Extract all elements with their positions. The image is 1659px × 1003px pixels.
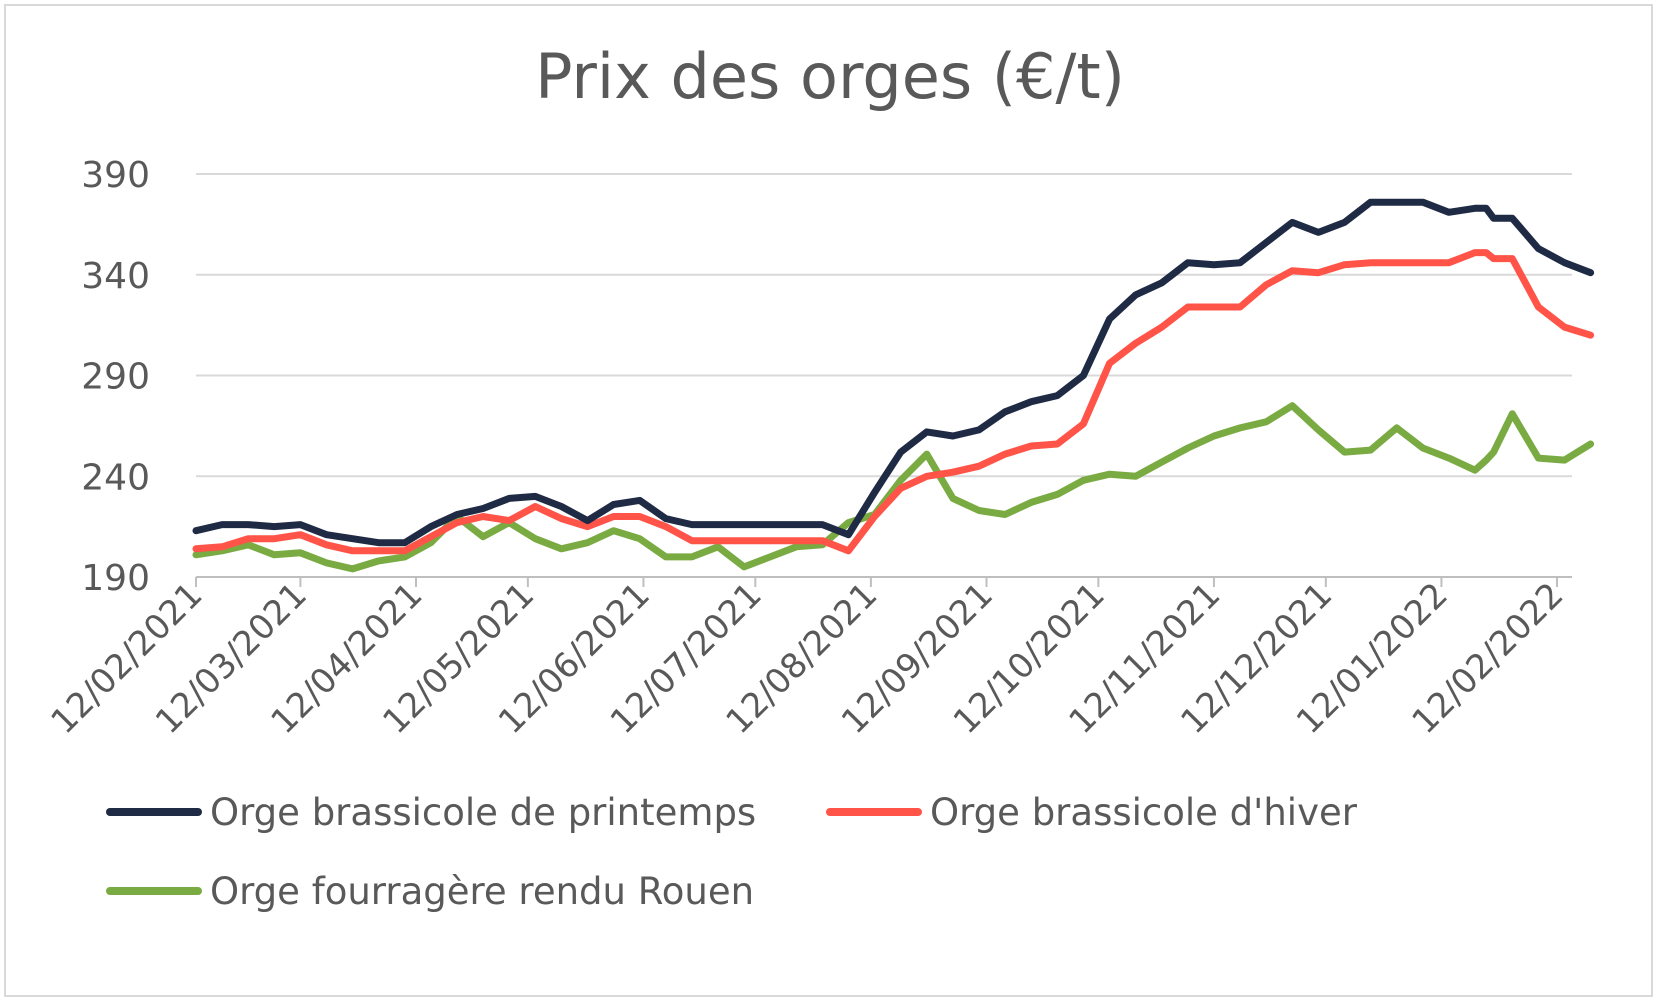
legend-item-2: Orge brassicole d'hiver: [826, 791, 1358, 834]
grid-lines: [196, 173, 1572, 478]
legend-item-1: Orge brassicole de printemps: [106, 791, 756, 834]
x-axis: [195, 576, 1572, 587]
series-lines: [192, 198, 1595, 573]
legend-label: Orge fourragère rendu Rouen: [210, 870, 754, 913]
series-line-1: [192, 198, 1595, 547]
y-tick-label: 290: [81, 357, 150, 398]
series-line-2: [192, 249, 1595, 555]
chart-frame: [4, 4, 1653, 997]
x-axis-tick-labels: 12/02/202112/03/202112/04/202112/05/2021…: [44, 575, 1572, 742]
series-line-3: [192, 402, 1595, 573]
legend-label: Orge brassicole de printemps: [210, 791, 756, 834]
legend-item-3: Orge fourragère rendu Rouen: [106, 870, 754, 913]
y-axis-tick-labels: 190 240 290 340 390: [81, 155, 150, 599]
y-tick-label: 390: [81, 155, 150, 196]
chart-title: Prix des orges (€/t): [535, 40, 1125, 113]
legend-label: Orge brassicole d'hiver: [930, 791, 1358, 834]
y-tick-label: 190: [81, 558, 150, 599]
y-tick-label: 340: [81, 256, 150, 297]
legend: Orge brassicole de printemps Orge brassic…: [106, 791, 1358, 913]
y-tick-label: 240: [81, 457, 150, 498]
